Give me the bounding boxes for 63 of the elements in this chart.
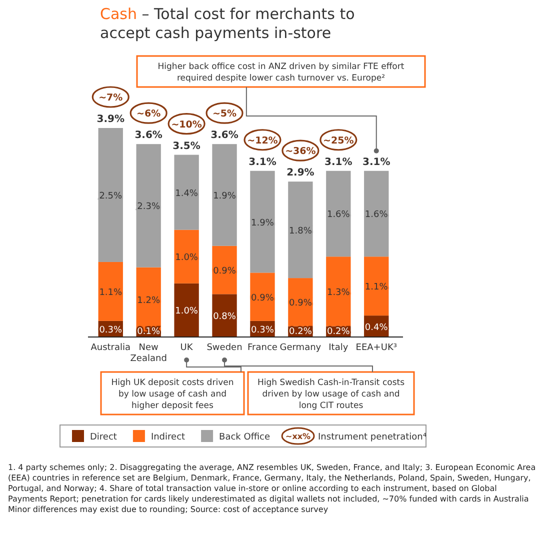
total-label: 3.1% — [324, 156, 352, 168]
x-tick-label: Australia — [90, 343, 131, 353]
x-tick-label: EEA+UK³ — [356, 343, 398, 353]
text: ~6% — [136, 108, 162, 120]
data-label: 0.3% — [99, 325, 122, 336]
annotation: ~36% — [285, 146, 316, 158]
annotation: ~10% — [171, 119, 202, 130]
data-label: 1.9% — [251, 218, 274, 228]
data-label: 2.5% — [99, 191, 122, 202]
bar — [212, 144, 237, 246]
data-label: 0.9% — [251, 293, 274, 304]
total-label: 2.9% — [286, 168, 314, 179]
data-label: 1.1% — [364, 282, 388, 293]
data-label: 0.9% — [213, 266, 236, 277]
bar — [174, 154, 199, 230]
legend-label: Back Office — [219, 432, 270, 442]
data-label: 0.4% — [364, 322, 388, 333]
data-label: 1.9% — [213, 191, 236, 202]
text: High Swedish Cash-in-Transit costs driven by low usage of cash and long CIT routes — [257, 378, 406, 411]
total-label: 3.6% — [134, 130, 162, 142]
bar — [136, 144, 161, 268]
annotation: ~12% — [247, 135, 278, 146]
annotation: ~25% — [323, 135, 354, 146]
data-label: 1.0% — [175, 253, 198, 264]
x-tick-label: Italy — [328, 343, 349, 353]
x-tick-label: France — [248, 343, 278, 353]
data-label: 1.1% — [99, 288, 122, 298]
data-label: 1.0% — [175, 306, 198, 317]
data-label: 1.4% — [175, 188, 198, 199]
text: ~5% — [212, 108, 238, 120]
data-label: 2.3% — [137, 202, 160, 212]
data-label: 1.8% — [289, 226, 312, 236]
data-label: 0.2% — [326, 327, 350, 337]
data-label: 1.6% — [364, 210, 388, 220]
total-label: 3.1% — [362, 156, 390, 168]
total-label: 3.9% — [96, 114, 124, 125]
text: 1. 4 party schemes only; 2. Disaggregating the average, ANZ resembles UK, Sweden, France, and Italy; 3. European Economic Area (EEA) countries in reference set are Belgium, Denmark, France, Germany, Italy, the Netherlands, Poland, Spain, Sweden, Hungary, Portugal, and Norway; 4. Share of total transaction value in-store or online according to each instrument, based on Global Payments Report; penetration for cards likely underestimated as digital wallets not included, ~70% funded with cards in Australia Minor differences may exist due to rounding; Source: cost of acceptance survey — [8, 463, 536, 514]
text: ~7% — [98, 92, 124, 104]
legend-label: Direct — [90, 432, 118, 442]
data-label: 1.3% — [326, 288, 350, 298]
legend-label: Indirect — [150, 432, 186, 442]
total-label: 3.5% — [172, 140, 200, 152]
x-tick-label: Sweden — [206, 343, 242, 353]
text: Higher back office cost in ANZ driven by similar FTE effort required despite lower cash turnover vs. Europe² — [158, 62, 405, 84]
total-label: 3.1% — [248, 156, 276, 168]
bar — [250, 170, 275, 273]
data-label: 1.2% — [137, 296, 160, 306]
bar — [288, 182, 313, 278]
text: Instrument penetration⁴ — [318, 432, 427, 442]
data-label: 0.1% — [137, 327, 160, 337]
text: ~xx% — [286, 432, 311, 441]
bar — [98, 128, 123, 262]
x-tick-label: UK — [180, 343, 194, 353]
data-label: 0.3% — [251, 325, 274, 336]
x-tick-label: Germany — [280, 343, 322, 353]
chart-title: Cash – Total cost for merchants to accept cash payments in-store — [100, 5, 355, 42]
total-label: 3.6% — [210, 130, 238, 142]
data-label: 0.2% — [289, 327, 312, 337]
data-label: 0.9% — [289, 298, 312, 309]
data-label: 0.8% — [213, 312, 236, 322]
text: High UK deposit costs driven by low usage of cash and higher deposit fees — [111, 378, 234, 411]
data-label: 1.6% — [326, 210, 350, 220]
x-tick-label: New Zealand — [130, 343, 167, 364]
